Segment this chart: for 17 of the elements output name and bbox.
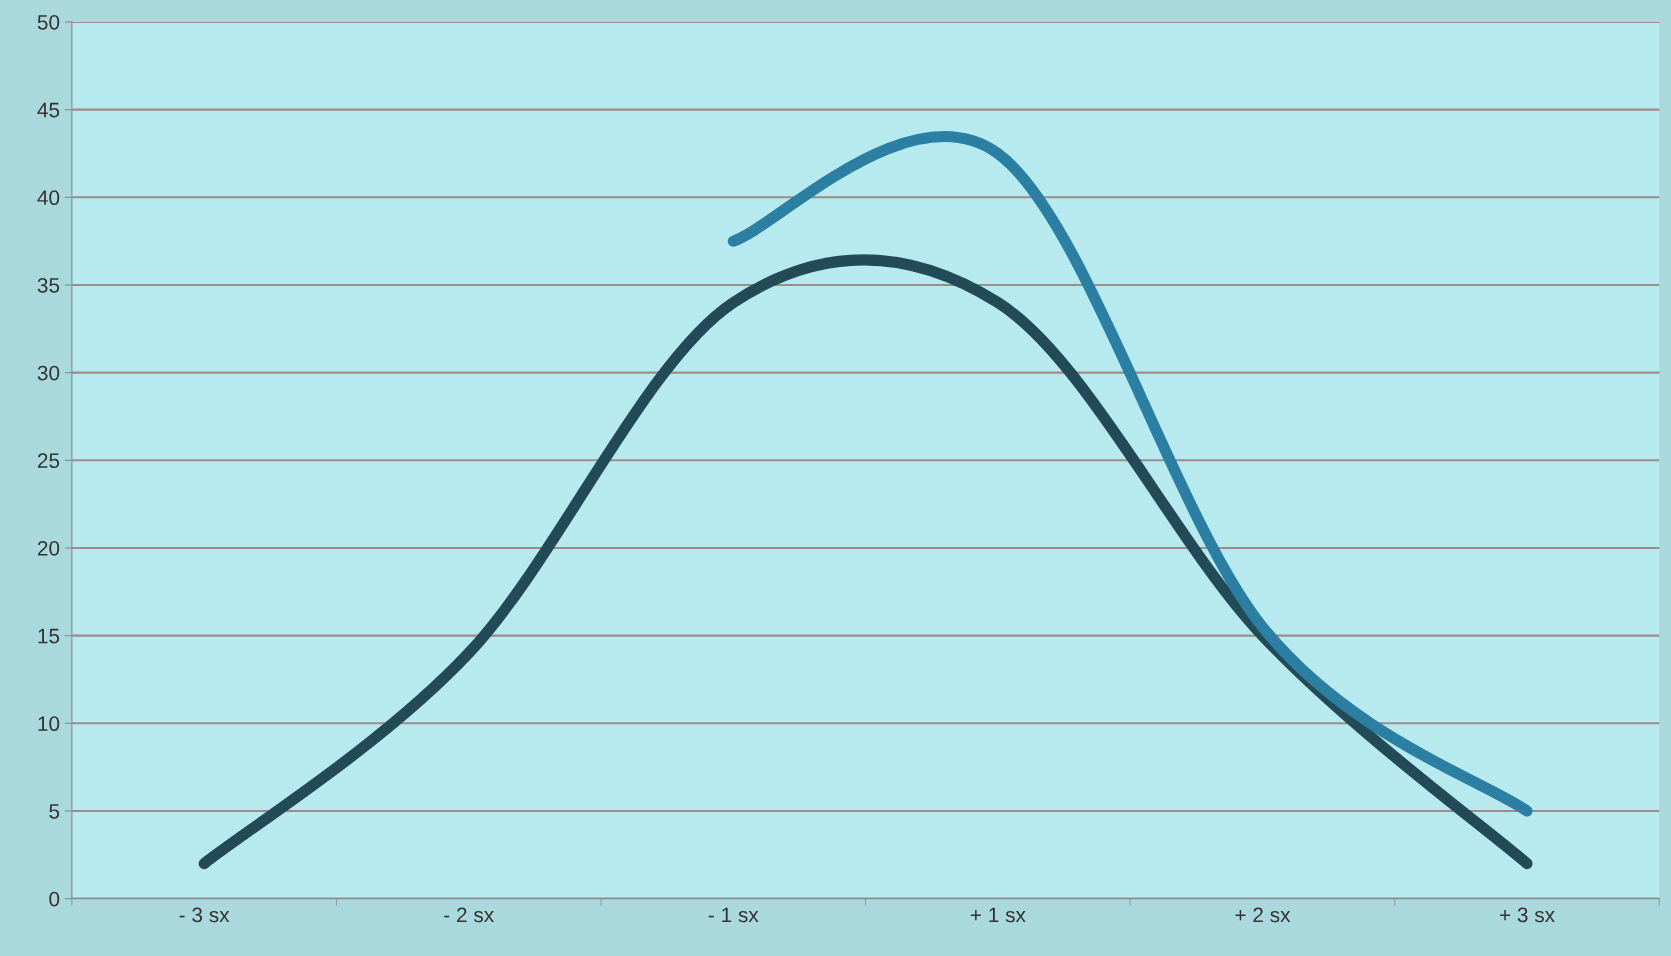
x-tick-label: - 1 sx (708, 907, 759, 923)
y-tick-label: 35 (37, 277, 60, 293)
x-tick-label: - 2 sx (444, 907, 494, 923)
x-tick-label: + 2 sx (1235, 907, 1291, 923)
y-tick-label: 20 (37, 540, 60, 556)
y-tick-label: 15 (38, 628, 60, 644)
x-tick-label: + 3 sx (1499, 907, 1555, 923)
y-tick-label: 40 (37, 190, 60, 206)
y-tick-label: 0 (49, 891, 60, 907)
y-tick-label: 50 (37, 14, 60, 30)
x-tick-label: + 1 sx (970, 907, 1026, 923)
y-tick-label: 5 (49, 804, 60, 819)
x-tick-label: - 3 sx (179, 907, 230, 923)
y-tick-label: 10 (38, 716, 60, 732)
y-tick-label: 25 (37, 453, 60, 469)
y-tick-label: 45 (37, 102, 60, 118)
y-tick-label: 30 (37, 365, 60, 381)
